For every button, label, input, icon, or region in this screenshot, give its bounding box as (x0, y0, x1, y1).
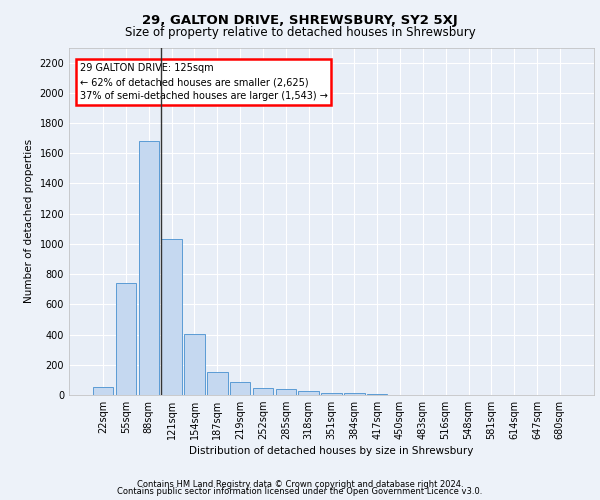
X-axis label: Distribution of detached houses by size in Shrewsbury: Distribution of detached houses by size … (190, 446, 473, 456)
Text: Contains public sector information licensed under the Open Government Licence v3: Contains public sector information licen… (118, 488, 482, 496)
Bar (139, 141, 159, 395)
Bar (207, 372, 227, 395)
Bar (253, 388, 273, 395)
Text: Size of property relative to detached houses in Shrewsbury: Size of property relative to detached ho… (125, 26, 475, 39)
Bar (161, 240, 182, 395)
Text: 29, GALTON DRIVE, SHREWSBURY, SY2 5XJ: 29, GALTON DRIVE, SHREWSBURY, SY2 5XJ (142, 14, 458, 27)
Bar (230, 382, 250, 395)
Bar (275, 389, 296, 395)
Bar (367, 394, 388, 395)
Text: 29 GALTON DRIVE: 125sqm
← 62% of detached houses are smaller (2,625)
37% of semi: 29 GALTON DRIVE: 125sqm ← 62% of detache… (79, 63, 328, 101)
Bar (344, 394, 365, 395)
Bar (298, 391, 319, 395)
Bar (184, 334, 205, 395)
Y-axis label: Number of detached properties: Number of detached properties (24, 139, 34, 304)
Text: Contains HM Land Registry data © Crown copyright and database right 2024.: Contains HM Land Registry data © Crown c… (137, 480, 463, 489)
Bar (116, 283, 136, 395)
Bar (93, 386, 113, 395)
Bar (321, 392, 342, 395)
